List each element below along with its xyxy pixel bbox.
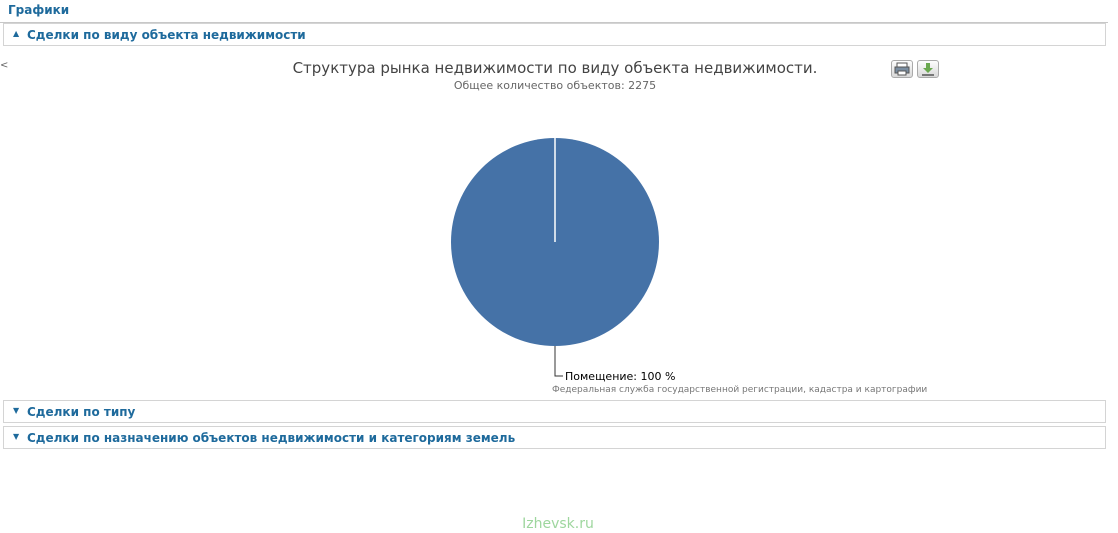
accordion-header-property-type[interactable]: ▲ Сделки по виду объекта недвижимости bbox=[3, 23, 1106, 46]
section-title: Графики bbox=[8, 3, 70, 17]
accordion-header-land-category[interactable]: ▼ Сделки по назначению объектов недвижим… bbox=[3, 426, 1106, 449]
chart-title: Структура рынка недвижимости по виду объ… bbox=[292, 59, 818, 77]
printer-icon bbox=[894, 62, 910, 76]
chevron-down-icon: ▼ bbox=[13, 432, 20, 441]
pie-chart: Помещение: 100 % bbox=[451, 138, 675, 383]
chart-credits: Федеральная служба государственной регис… bbox=[552, 385, 928, 395]
chart-container: Структура рынка недвижимости по виду объ… bbox=[0, 48, 1108, 400]
accordion-label: Сделки по назначению объектов недвижимос… bbox=[27, 431, 516, 445]
data-label: Помещение: 100 % bbox=[565, 370, 675, 383]
print-button[interactable] bbox=[891, 60, 913, 78]
chart-subtitle: Общее количество объектов: 2275 bbox=[453, 79, 657, 92]
accordion-label: Сделки по типу bbox=[27, 405, 136, 419]
export-button[interactable] bbox=[917, 60, 939, 78]
accordion-header-deal-type[interactable]: ▼ Сделки по типу bbox=[3, 400, 1106, 423]
chevron-down-icon: ▼ bbox=[13, 406, 20, 415]
data-label-connector bbox=[554, 346, 563, 377]
accordion-label: Сделки по виду объекта недвижимости bbox=[27, 28, 306, 42]
download-icon bbox=[922, 63, 934, 76]
edge-fragment: < bbox=[0, 60, 9, 71]
divider bbox=[0, 22, 1108, 23]
footer-site-link[interactable]: Izhevsk.ru bbox=[522, 516, 594, 532]
chevron-up-icon: ▲ bbox=[13, 29, 20, 38]
